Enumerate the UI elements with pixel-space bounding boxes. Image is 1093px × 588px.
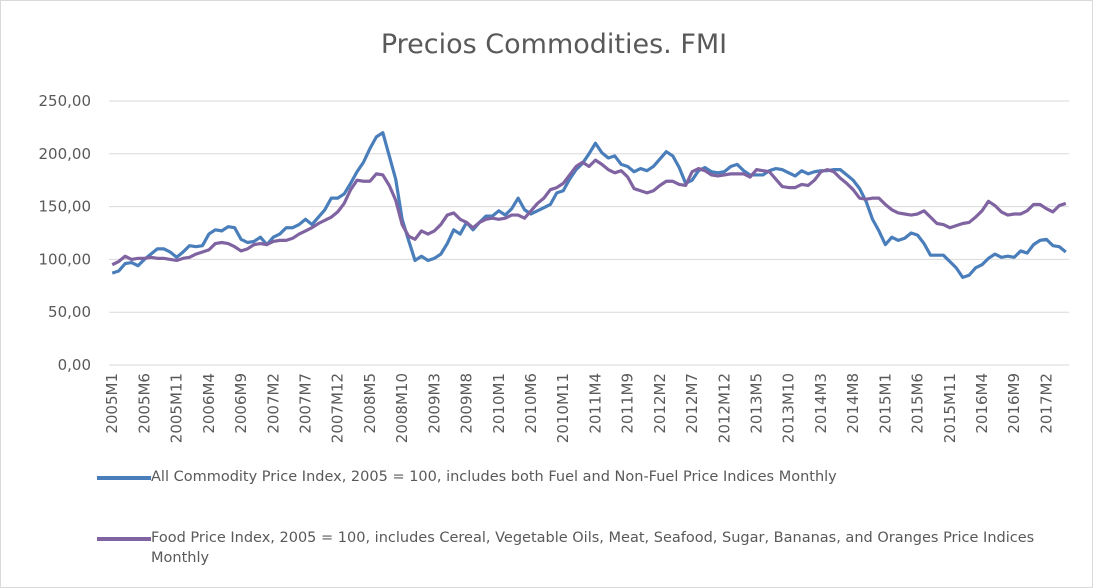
y-tick-label: 0,00 (58, 356, 91, 374)
x-tick-label: 2007M7 (297, 373, 315, 434)
y-tick-label: 100,00 (39, 250, 92, 268)
x-tick-label: 2015M6 (909, 373, 927, 434)
x-tick-label: 2015M11 (941, 373, 959, 443)
y-tick-label: 50,00 (48, 303, 91, 321)
x-tick-label: 2005M11 (168, 373, 186, 443)
chart-title: Precios Commodities. FMI (381, 29, 727, 60)
x-tick-label: 2008M10 (393, 373, 411, 443)
series-line (111, 131, 1067, 279)
x-tick-label: 2017M2 (1037, 373, 1055, 434)
x-tick-label: 2009M8 (458, 373, 476, 434)
x-tick-label: 2009M3 (425, 373, 443, 434)
x-tick-label: 2014M8 (844, 373, 862, 434)
x-tick-label: 2013M5 (748, 373, 766, 434)
x-tick-label: 2011M9 (619, 373, 637, 434)
x-tick-label: 2016M4 (973, 373, 991, 434)
legend-label: Food Price Index, 2005 = 100, includes C… (151, 530, 1035, 566)
x-tick-label: 2010M6 (522, 373, 540, 434)
series-line (111, 158, 1067, 267)
x-tick-label: 2010M1 (490, 373, 508, 434)
x-tick-label: 2008M5 (361, 373, 379, 434)
x-tick-label: 2006M9 (232, 373, 250, 434)
x-tick-label: 2006M4 (200, 373, 218, 434)
x-tick-label: 2012M7 (683, 373, 701, 434)
x-tick-label: 2016M9 (1005, 373, 1023, 434)
y-tick-label: 250,00 (39, 92, 92, 110)
x-tick-label: 2005M6 (135, 373, 153, 434)
x-tick-label: 2011M4 (586, 373, 604, 434)
legend-item: All Commodity Price Index, 2005 = 100, i… (97, 467, 1057, 487)
x-tick-label: 2007M12 (329, 373, 347, 443)
legend-swatch (97, 476, 151, 480)
x-tick-label: 2014M3 (812, 373, 830, 434)
y-tick-label: 200,00 (39, 145, 92, 163)
x-tick-label: 2007M2 (264, 373, 282, 434)
legend-item: Food Price Index, 2005 = 100, includes C… (97, 528, 1057, 568)
legend-label: All Commodity Price Index, 2005 = 100, i… (151, 469, 837, 485)
legend-swatch (97, 537, 151, 541)
x-tick-label: 2012M2 (651, 373, 669, 434)
x-tick-label: 2012M12 (715, 373, 733, 443)
x-tick-label: 2013M10 (780, 373, 798, 443)
x-tick-label: 2005M1 (103, 373, 121, 434)
x-tick-label: 2010M11 (554, 373, 572, 443)
x-tick-label: 2015M1 (876, 373, 894, 434)
y-tick-label: 150,00 (39, 198, 92, 216)
